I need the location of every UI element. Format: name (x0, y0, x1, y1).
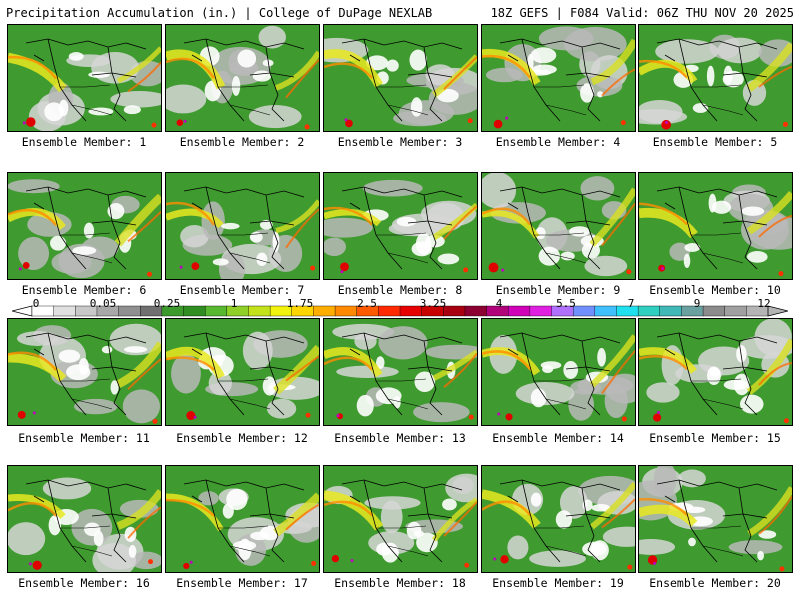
colorbar-swatch (529, 305, 553, 317)
colorbar-swatch (313, 305, 336, 317)
colorbar-swatch (53, 305, 76, 317)
member-map-9[interactable] (481, 172, 636, 280)
member-caption-3: Ensemble Member: 3 (337, 135, 463, 149)
member-map-4[interactable] (481, 24, 636, 132)
member-caption-15: Ensemble Member: 15 (649, 431, 781, 445)
member-caption-16: Ensemble Member: 16 (18, 576, 150, 590)
colorbar-swatch (204, 305, 228, 317)
member-caption-6: Ensemble Member: 6 (21, 283, 147, 297)
member-map-2[interactable] (165, 24, 320, 132)
member-map-7[interactable] (165, 172, 320, 280)
colorbar-label: 9 (693, 297, 701, 310)
title-left: Precipitation Accumulation (in.) | Colle… (6, 6, 433, 20)
member-caption-1: Ensemble Member: 1 (21, 135, 147, 149)
member-map-20[interactable] (638, 465, 793, 573)
colorbar-swatch (248, 305, 271, 317)
colorbar-label: 5.5 (556, 297, 576, 310)
member-caption-2: Ensemble Member: 2 (179, 135, 305, 149)
member-map-1[interactable] (7, 24, 162, 132)
colorbar-swatch (443, 305, 466, 317)
member-map-11[interactable] (7, 318, 162, 426)
member-map-12[interactable] (165, 318, 320, 426)
colorbar-swatch (659, 305, 682, 317)
colorbar-label: 4 (495, 297, 503, 310)
member-map-8[interactable] (323, 172, 478, 280)
colorbar (12, 305, 788, 317)
colorbar-swatch (637, 305, 661, 317)
member-caption-11: Ensemble Member: 11 (18, 431, 150, 445)
member-caption-4: Ensemble Member: 4 (495, 135, 621, 149)
colorbar-label: 0.05 (89, 297, 117, 310)
colorbar-swatch (378, 305, 401, 317)
member-caption-9: Ensemble Member: 9 (495, 283, 621, 297)
colorbar-swatch (334, 305, 358, 317)
colorbar-swatch (702, 305, 726, 317)
colorbar-swatch (399, 305, 423, 317)
colorbar-swatch (118, 305, 141, 317)
colorbar-label: 2.5 (357, 297, 377, 310)
member-map-13[interactable] (323, 318, 478, 426)
member-caption-7: Ensemble Member: 7 (179, 283, 305, 297)
member-map-6[interactable] (7, 172, 162, 280)
member-caption-14: Ensemble Member: 14 (492, 431, 624, 445)
member-map-10[interactable] (638, 172, 793, 280)
member-map-17[interactable] (165, 465, 320, 573)
member-caption-5: Ensemble Member: 5 (652, 135, 778, 149)
colorbar-right-arrow (767, 305, 788, 317)
member-map-15[interactable] (638, 318, 793, 426)
member-caption-19: Ensemble Member: 19 (492, 576, 624, 590)
colorbar-left-arrow (12, 305, 33, 317)
colorbar-swatch (464, 305, 488, 317)
colorbar-swatch (508, 305, 531, 317)
member-caption-13: Ensemble Member: 13 (334, 431, 466, 445)
colorbar-swatch (724, 305, 747, 317)
member-caption-17: Ensemble Member: 17 (176, 576, 308, 590)
member-caption-12: Ensemble Member: 12 (176, 431, 308, 445)
colorbar-swatch (183, 305, 206, 317)
colorbar-label: 7 (627, 297, 635, 310)
member-caption-8: Ensemble Member: 8 (337, 283, 463, 297)
colorbar-label: 1 (230, 297, 238, 310)
member-caption-20: Ensemble Member: 20 (649, 576, 781, 590)
member-caption-18: Ensemble Member: 18 (334, 576, 466, 590)
member-caption-10: Ensemble Member: 10 (649, 283, 781, 297)
colorbar-label: 0.25 (153, 297, 181, 310)
member-map-19[interactable] (481, 465, 636, 573)
colorbar-swatch (572, 305, 596, 317)
colorbar-swatch (594, 305, 617, 317)
member-map-14[interactable] (481, 318, 636, 426)
member-map-5[interactable] (638, 24, 793, 132)
member-map-3[interactable] (323, 24, 478, 132)
title-right: 18Z GEFS | F084 Valid: 06Z THU NOV 20 20… (490, 6, 794, 20)
member-map-18[interactable] (323, 465, 478, 573)
colorbar-label: 12 (757, 297, 771, 310)
colorbar-label: 0 (32, 297, 40, 310)
colorbar-label: 1.75 (286, 297, 314, 310)
colorbar-label: 3.25 (419, 297, 447, 310)
member-map-16[interactable] (7, 465, 162, 573)
